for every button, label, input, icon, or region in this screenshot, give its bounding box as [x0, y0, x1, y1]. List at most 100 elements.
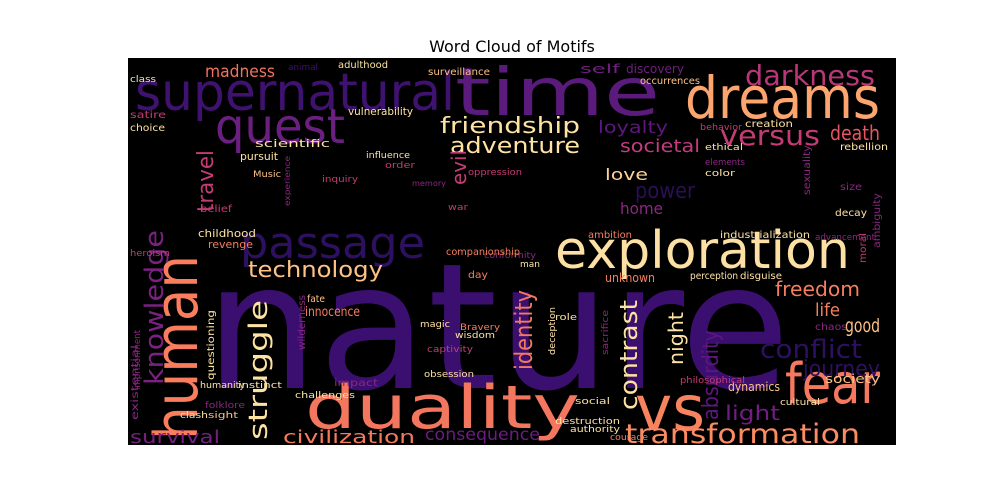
chart-title: Word Cloud of Motifs [429, 37, 595, 56]
word: technology [248, 258, 383, 283]
word: dreams [685, 64, 880, 132]
word: evil [447, 150, 471, 185]
word: companionship [446, 247, 520, 258]
word: quest [215, 99, 345, 155]
word: adulthood [338, 60, 388, 71]
word: behavior [700, 123, 742, 133]
word: order [385, 161, 415, 171]
word: creation [745, 119, 793, 130]
word: ambiguity [872, 193, 883, 248]
word: supernatural [135, 63, 455, 123]
word: revenge [208, 238, 253, 251]
word: destruction [555, 417, 620, 427]
word: surveillance [428, 67, 490, 78]
word: moral [858, 233, 869, 263]
word: magic [420, 320, 450, 330]
word: home [620, 199, 663, 218]
word: Bravery [460, 323, 501, 333]
word: duality [305, 373, 580, 443]
word: versus [720, 119, 820, 152]
word: darkness [745, 59, 875, 92]
word: innocence [305, 305, 360, 320]
word: satire [130, 110, 166, 121]
word: memory [412, 179, 446, 188]
word: heroism [130, 249, 170, 259]
word: rebellion [840, 142, 888, 153]
word: industrialization [720, 230, 810, 241]
word: disguise [740, 271, 782, 282]
word: social [575, 397, 610, 407]
word: obsession [424, 370, 474, 380]
word: man [520, 260, 540, 270]
word: struggle [244, 300, 274, 440]
word: consequence [425, 425, 540, 445]
word: good [845, 315, 880, 337]
word: conflict [760, 335, 862, 365]
word: passage [240, 218, 425, 269]
word: power [635, 179, 696, 204]
word: dynamics [728, 380, 780, 394]
word: identity [510, 290, 538, 370]
word: society [825, 372, 880, 386]
word: wisdom [455, 331, 495, 341]
word: ambition [588, 230, 632, 241]
word: fate [307, 294, 325, 305]
word: advancement [815, 233, 875, 243]
word: death [830, 121, 880, 145]
word: transformation [625, 419, 860, 450]
word: life [815, 300, 840, 321]
word: fear [785, 352, 881, 417]
word: Music [253, 170, 281, 180]
word: oppression [468, 168, 522, 178]
word: unknown [605, 271, 655, 285]
word: inquiry [322, 175, 359, 185]
word: belief [200, 204, 233, 215]
word: human [142, 255, 212, 440]
word: nature [205, 227, 790, 430]
word: existential [130, 345, 141, 420]
word: light [725, 401, 780, 425]
word: sacrifice [601, 309, 611, 355]
word: folklore [205, 401, 246, 411]
word: scientific [255, 137, 330, 150]
word: absurdity [699, 330, 724, 420]
word: authority [570, 425, 621, 435]
word: questioning [206, 310, 217, 380]
word: captivity [427, 345, 474, 355]
word: decay [835, 208, 867, 219]
word: class [130, 75, 156, 85]
word: cultural [780, 398, 820, 408]
word: time [455, 54, 660, 131]
word: chaos [815, 322, 847, 333]
word: humanity [200, 381, 246, 391]
word: occurrences [640, 76, 700, 87]
word: freedom [775, 277, 860, 301]
word: perception [690, 271, 738, 282]
word: sexuality [802, 145, 813, 195]
word: animal [288, 63, 318, 73]
word: color [705, 169, 735, 179]
word: vulnerability [348, 105, 413, 118]
word: philosophical [680, 376, 745, 386]
word: day [468, 270, 488, 281]
word: loyalty [598, 118, 668, 138]
word: impact [334, 378, 378, 389]
word: sight [208, 411, 239, 421]
word: instinct [238, 381, 283, 391]
word: clash [180, 411, 208, 421]
word: night [664, 312, 688, 365]
cloud-background [128, 58, 896, 445]
word: knowledge [140, 230, 170, 385]
word: vs [635, 372, 705, 445]
word: elements [705, 158, 745, 168]
word: imprisonment [133, 330, 143, 390]
word: contrast [615, 300, 643, 410]
word: self [580, 62, 621, 76]
word: courage [610, 433, 648, 443]
word: societal [620, 136, 700, 157]
word: travel [194, 150, 219, 212]
word: friendship [440, 114, 580, 139]
word: ethical [705, 143, 743, 153]
word: pursuit [240, 150, 279, 163]
